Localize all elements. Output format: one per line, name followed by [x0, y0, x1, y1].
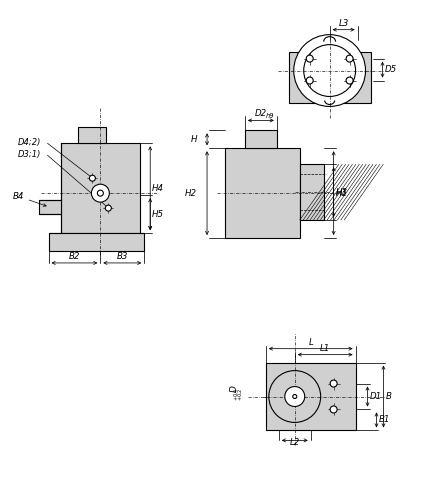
- Bar: [300, 164, 324, 220]
- Bar: [61, 143, 140, 233]
- Text: L1: L1: [320, 344, 330, 353]
- Text: H5: H5: [152, 209, 164, 219]
- Circle shape: [306, 77, 313, 84]
- Text: $D$: $D$: [228, 384, 239, 392]
- Text: L3: L3: [338, 19, 349, 28]
- Bar: [266, 363, 356, 430]
- Circle shape: [306, 55, 313, 62]
- Text: D3;1): D3;1): [17, 150, 41, 159]
- Text: H2: H2: [185, 189, 197, 198]
- Text: B2: B2: [69, 252, 80, 261]
- Text: D4;2): D4;2): [17, 138, 41, 147]
- Bar: [225, 148, 300, 238]
- Circle shape: [330, 380, 337, 387]
- Bar: [38, 200, 61, 214]
- Circle shape: [346, 77, 353, 84]
- Text: D5: D5: [385, 65, 397, 74]
- Circle shape: [97, 190, 103, 196]
- Bar: [245, 130, 277, 148]
- Circle shape: [92, 184, 109, 202]
- Circle shape: [294, 35, 365, 106]
- Circle shape: [285, 386, 305, 407]
- Text: $^{+0.4}_{+0.2}$: $^{+0.4}_{+0.2}$: [232, 387, 245, 401]
- Bar: [78, 127, 106, 143]
- Text: H3: H3: [336, 188, 347, 197]
- Text: L2: L2: [290, 438, 300, 447]
- Text: B1: B1: [378, 415, 390, 425]
- Text: B3: B3: [116, 252, 128, 261]
- Circle shape: [106, 205, 111, 211]
- Text: D2: D2: [255, 109, 267, 119]
- Text: B4: B4: [13, 192, 24, 201]
- Text: B: B: [385, 392, 392, 401]
- Circle shape: [330, 406, 337, 413]
- Circle shape: [269, 370, 320, 423]
- Text: D1: D1: [370, 392, 382, 401]
- Circle shape: [346, 55, 353, 62]
- Text: H1: H1: [336, 189, 347, 198]
- Text: H4: H4: [152, 183, 164, 193]
- Bar: [289, 52, 371, 103]
- Text: h9: h9: [266, 113, 274, 119]
- Text: L: L: [308, 338, 313, 346]
- Bar: [48, 233, 144, 251]
- Circle shape: [89, 175, 95, 181]
- Text: H: H: [191, 135, 197, 144]
- Circle shape: [293, 394, 297, 399]
